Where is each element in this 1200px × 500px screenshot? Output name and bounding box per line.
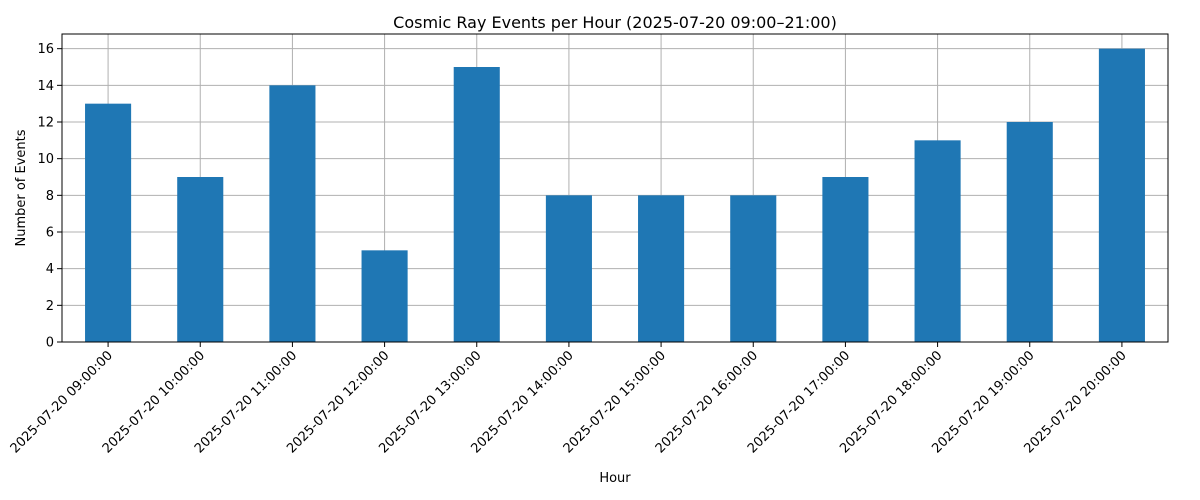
y-tick-label: 10 [37, 152, 54, 167]
bar [545, 195, 592, 342]
bar [730, 195, 777, 342]
bar [914, 140, 961, 342]
y-axis-label: Number of Events [14, 129, 29, 246]
x-tick-label: 2025-07-20 17:00:00 [745, 348, 853, 456]
bar [453, 67, 500, 342]
y-tick-label: 6 [46, 226, 54, 241]
bar [177, 177, 224, 342]
x-axis-label: Hour [599, 471, 631, 486]
y-tick-label: 0 [46, 336, 54, 351]
bar [269, 85, 316, 342]
bars [85, 48, 1145, 343]
x-tick-label: 2025-07-20 19:00:00 [929, 348, 1037, 456]
y-tick-label: 8 [46, 189, 54, 204]
bar [361, 250, 408, 342]
x-tick-label: 2025-07-20 12:00:00 [284, 348, 392, 456]
x-tick-label: 2025-07-20 15:00:00 [561, 348, 669, 456]
y-tick-label: 4 [46, 262, 54, 277]
grid-lines [62, 34, 1168, 343]
bar [85, 103, 132, 343]
y-tick-label: 16 [37, 42, 54, 57]
bar [1098, 48, 1145, 343]
chart-title: Cosmic Ray Events per Hour (2025-07-20 0… [393, 13, 837, 32]
x-tick-label: 2025-07-20 13:00:00 [376, 348, 484, 456]
y-axis: 0 2 4 6 8 10 12 14 16 [37, 42, 62, 351]
x-tick-label: 2025-07-20 11:00:00 [192, 348, 300, 456]
x-tick-label: 2025-07-20 18:00:00 [837, 348, 945, 456]
x-tick-label: 2025-07-20 09:00:00 [8, 348, 116, 456]
y-tick-label: 12 [37, 116, 54, 131]
y-tick-label: 2 [46, 299, 54, 314]
bar [1006, 122, 1053, 342]
x-tick-label: 2025-07-20 10:00:00 [100, 348, 208, 456]
bar [822, 177, 869, 342]
x-tick-label: 2025-07-20 14:00:00 [469, 348, 577, 456]
bar [638, 195, 685, 342]
x-tick-label: 2025-07-20 20:00:00 [1022, 348, 1130, 456]
y-tick-label: 14 [37, 79, 54, 94]
x-tick-label: 2025-07-20 16:00:00 [653, 348, 761, 456]
plot-frame [61, 33, 1169, 343]
